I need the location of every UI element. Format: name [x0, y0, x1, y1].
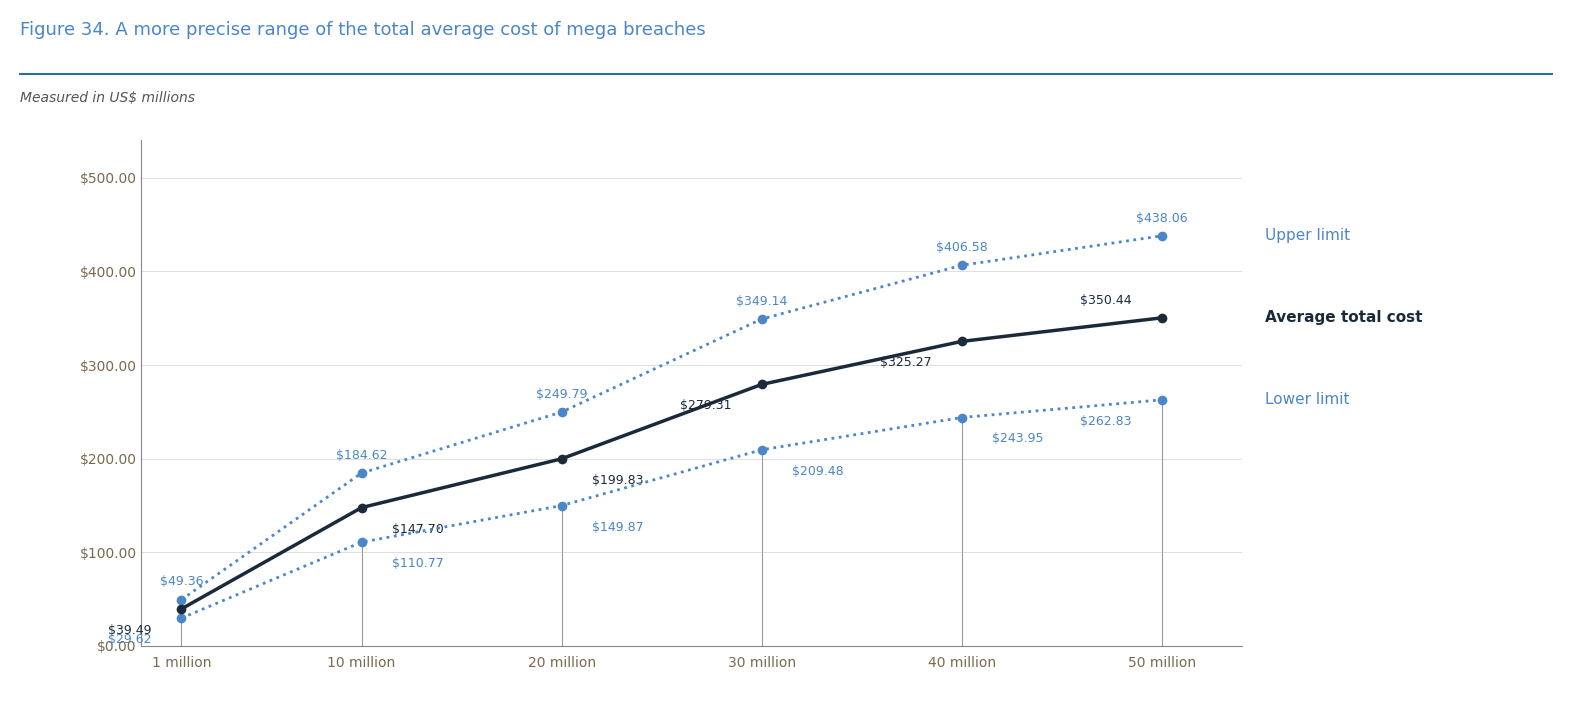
Text: Average total cost: Average total cost	[1265, 310, 1423, 325]
Text: $262.83: $262.83	[1080, 415, 1132, 428]
Text: $147.70: $147.70	[391, 522, 443, 536]
Text: $350.44: $350.44	[1080, 293, 1132, 307]
Text: $39.49: $39.49	[108, 624, 151, 637]
Text: $110.77: $110.77	[391, 557, 443, 570]
Text: $184.62: $184.62	[336, 449, 387, 462]
Text: Measured in US$ millions: Measured in US$ millions	[20, 91, 195, 105]
Text: $149.87: $149.87	[591, 521, 643, 534]
Text: $438.06: $438.06	[1137, 211, 1188, 225]
Text: $243.95: $243.95	[992, 432, 1044, 446]
Text: $49.36: $49.36	[160, 576, 203, 588]
Text: $249.79: $249.79	[536, 388, 588, 401]
Text: $349.14: $349.14	[736, 295, 788, 307]
Text: $209.48: $209.48	[792, 465, 843, 478]
Text: Figure 34. A more precise range of the total average cost of mega breaches: Figure 34. A more precise range of the t…	[20, 21, 706, 39]
Text: $279.31: $279.31	[681, 399, 731, 412]
Text: Upper limit: Upper limit	[1265, 228, 1350, 244]
Text: $199.83: $199.83	[591, 474, 643, 486]
Text: $29.62: $29.62	[108, 633, 151, 646]
Text: $406.58: $406.58	[935, 241, 987, 254]
Text: Lower limit: Lower limit	[1265, 392, 1350, 407]
Text: $325.27: $325.27	[880, 357, 932, 369]
